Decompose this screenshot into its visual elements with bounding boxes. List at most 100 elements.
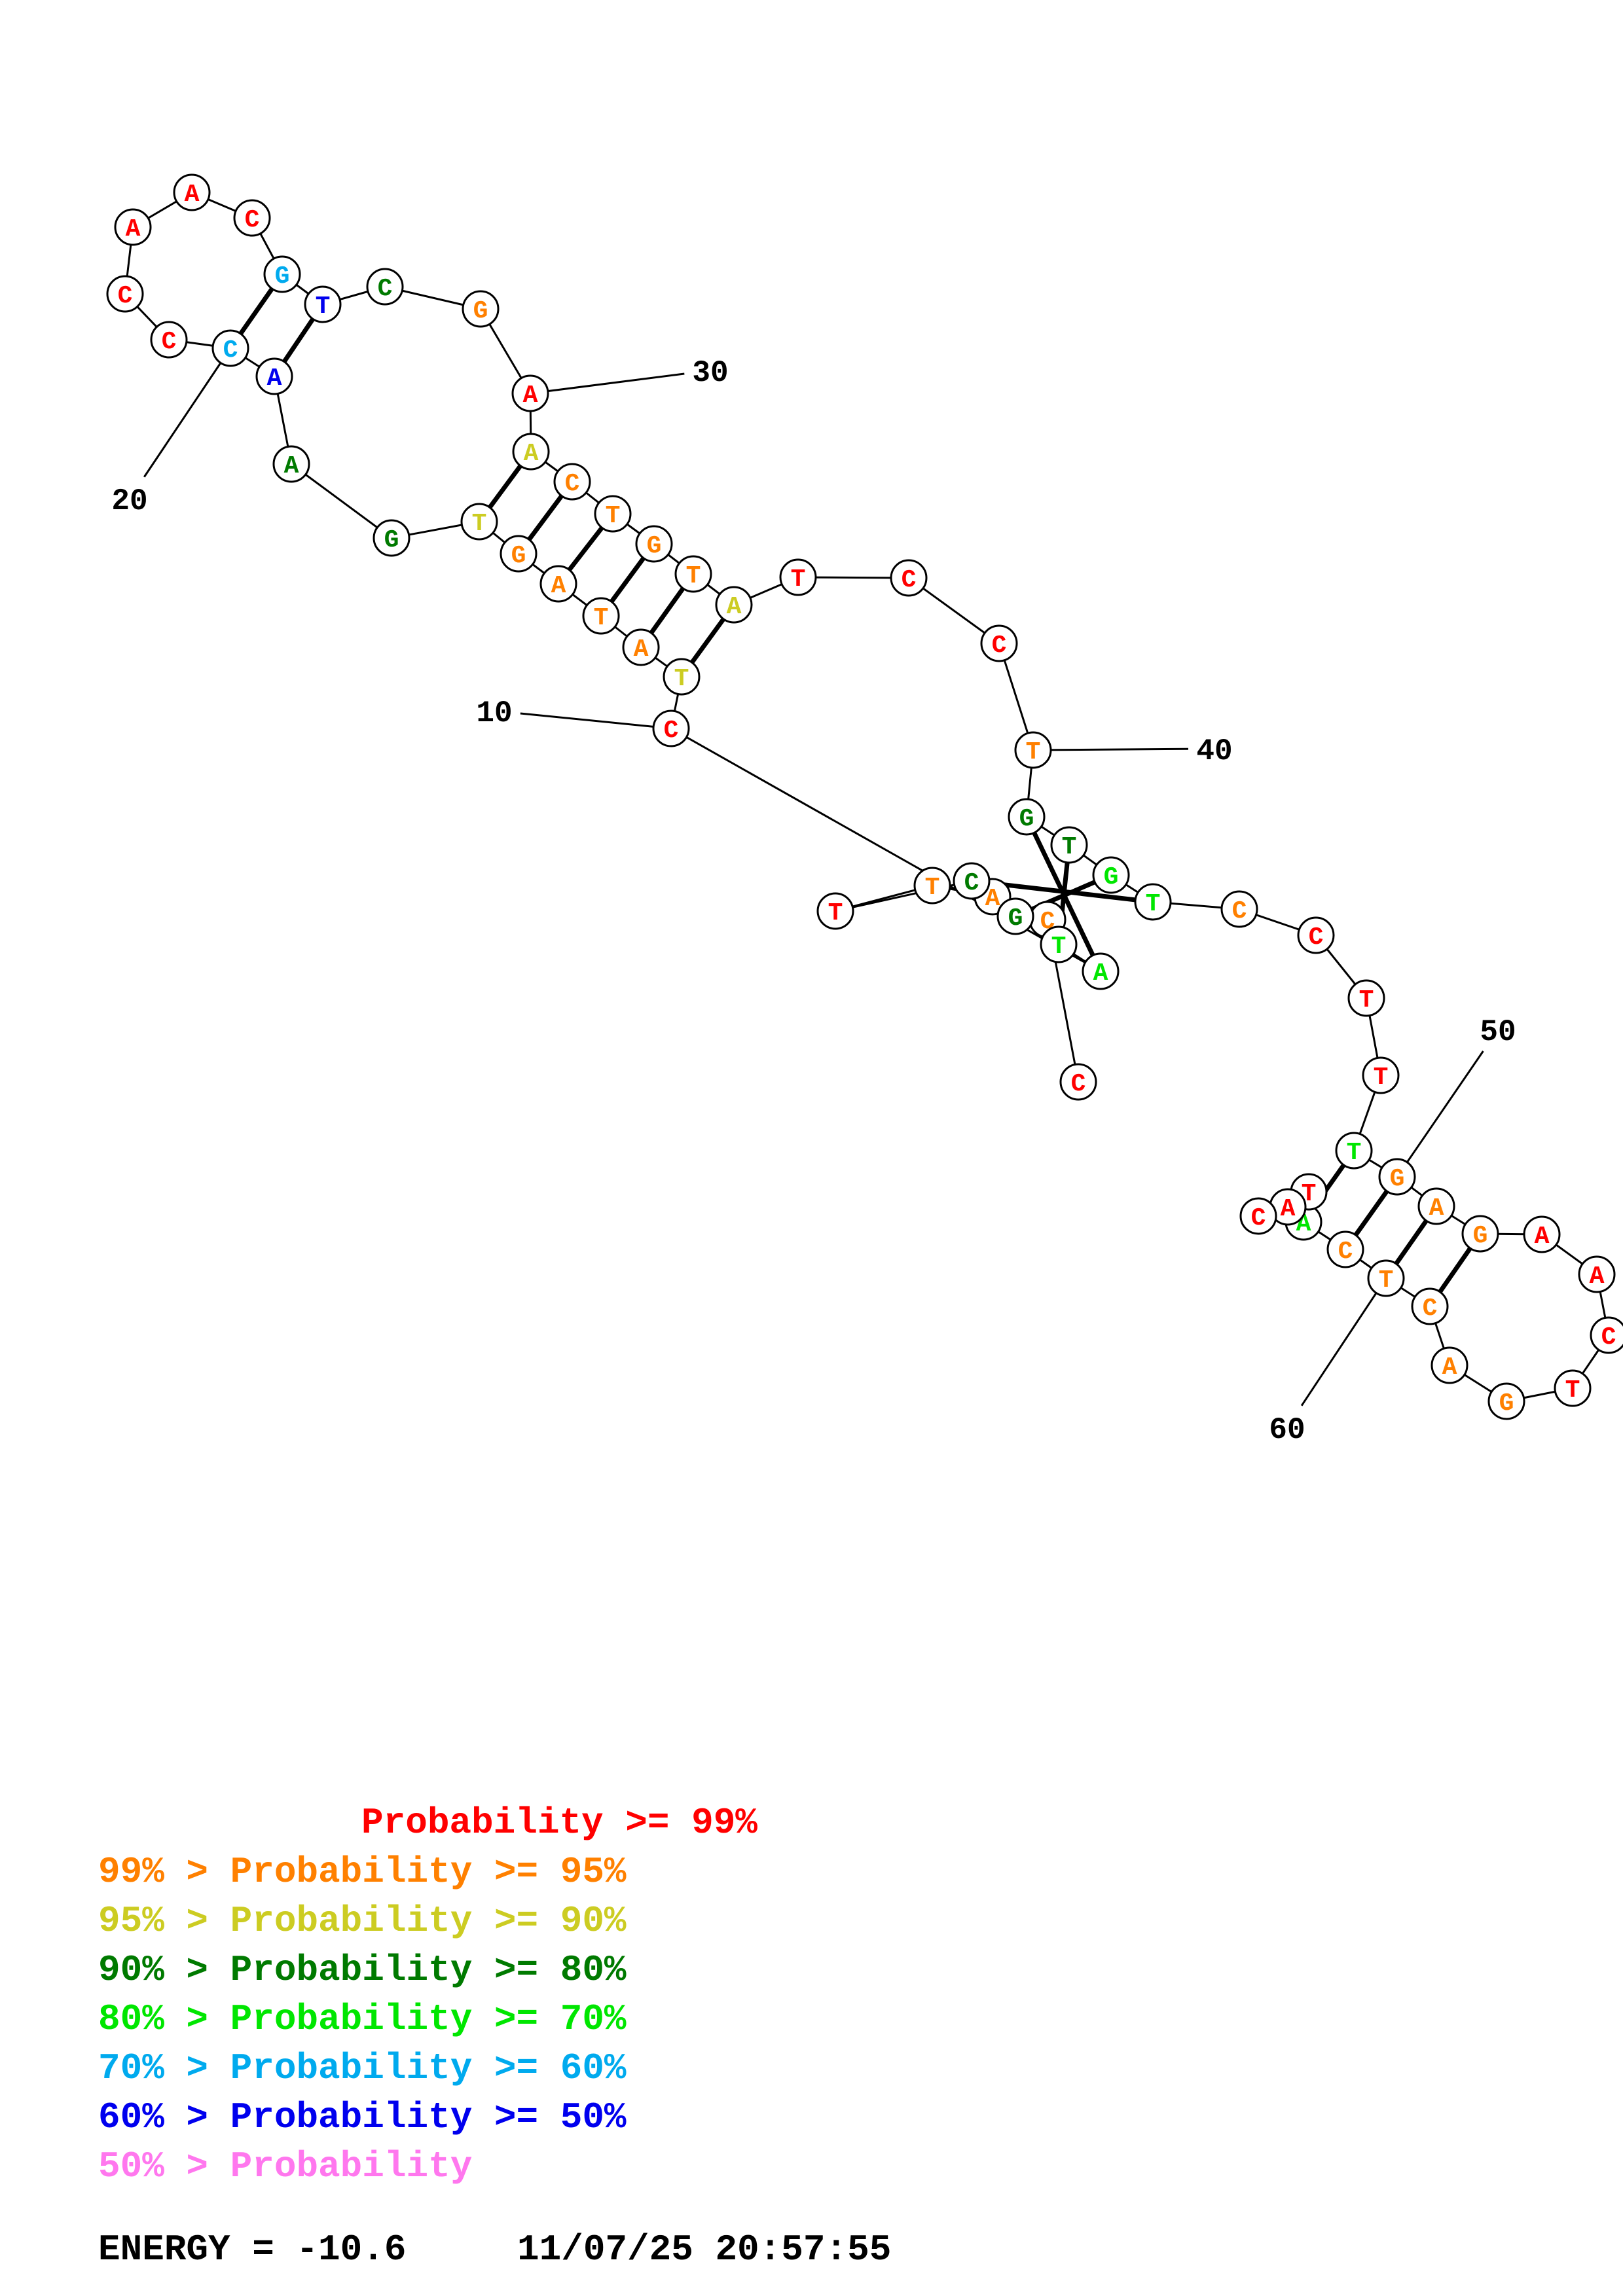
- nucleotide: G: [1487, 1382, 1525, 1420]
- footer: ENERGY = -10.6 11/07/25 20:57:55: [98, 2229, 891, 2270]
- position-label: 40: [1196, 734, 1232, 768]
- legend-entry: 99% > Probability >= 95%: [98, 1851, 627, 1893]
- nucleotide-letter: T: [828, 899, 843, 927]
- nucleotide-letter: T: [316, 293, 331, 321]
- nucleotide: C: [233, 199, 271, 237]
- nucleotide-circle: [779, 558, 817, 596]
- nucleotide-circle: [622, 628, 660, 666]
- nucleotide: A: [512, 433, 550, 471]
- nucleotide-circle: [1554, 1369, 1592, 1407]
- nucleotide: C: [1326, 1230, 1364, 1268]
- nucleotide: T: [663, 658, 701, 696]
- nucleotide-letter: C: [964, 869, 979, 897]
- nucleotide-letter: T: [1026, 738, 1041, 766]
- nucleotide: T: [816, 892, 854, 930]
- legend-entry: 60% > Probability >= 50%: [98, 2096, 627, 2138]
- nucleotide: A: [1269, 1188, 1307, 1226]
- nucleotide-circle: [462, 290, 500, 328]
- nucleotide-circle: [1134, 883, 1172, 921]
- nucleotide-circle: [953, 862, 991, 900]
- nucleotide: C: [1297, 916, 1335, 954]
- backbone-segment: [835, 880, 972, 912]
- nucleotide-letter: A: [185, 181, 200, 209]
- position-tick: [1300, 1278, 1387, 1407]
- nucleotide: T: [582, 597, 620, 635]
- nucleotide-circle: [816, 892, 854, 930]
- nucleotide-circle: [106, 275, 144, 313]
- nucleotide-letter: T: [1374, 1064, 1389, 1092]
- nucleotide-letter: A: [523, 382, 538, 410]
- nucleotide-circle: [1378, 1158, 1416, 1196]
- legend-entry: Probability >= 99%: [361, 1802, 757, 1844]
- nucleotide: C: [890, 559, 928, 597]
- nucleotide-letter: C: [1338, 1238, 1353, 1266]
- nucleotide-letter: G: [384, 526, 399, 554]
- nucleotide: C: [211, 329, 249, 367]
- nucleotide: T: [1335, 1132, 1373, 1170]
- nucleotide: T: [1050, 826, 1088, 864]
- nucleotide-letter: C: [1309, 924, 1324, 952]
- nucleotide-circle: [1417, 1187, 1455, 1225]
- nucleotide-letter: T: [606, 502, 621, 530]
- backbone: [124, 191, 1610, 1403]
- nucleotide-circle: [255, 357, 293, 395]
- nucleotide-circle: [1014, 731, 1052, 769]
- nucleotide-circle: [1220, 890, 1258, 928]
- nucleotide: G: [500, 535, 538, 573]
- nucleotide-letter: A: [1590, 1263, 1605, 1291]
- nucleotide-circle: [1092, 856, 1130, 894]
- nucleotide-circle: [996, 897, 1034, 935]
- nucleotide-circle: [500, 535, 538, 573]
- nucleotide-letter: C: [118, 282, 133, 310]
- nucleotide: G: [373, 519, 410, 557]
- nucleotide-circle: [1297, 916, 1335, 954]
- position-label: 30: [692, 356, 728, 390]
- nucleotide-letter: A: [524, 440, 539, 468]
- nucleotide-letter: T: [1565, 1376, 1580, 1405]
- nucleotide: G: [263, 255, 301, 293]
- nucleotide-letter: G: [1390, 1165, 1405, 1193]
- position-label: 20: [111, 484, 147, 518]
- nucleotide-letter: A: [551, 572, 566, 600]
- nucleotide-letter: A: [1535, 1223, 1550, 1251]
- nucleotide-letter: C: [992, 632, 1007, 660]
- nucleotide-letter: C: [664, 717, 679, 745]
- nucleotide-letter: C: [245, 206, 260, 234]
- nucleotide: A: [255, 357, 293, 395]
- nucleotide-circle: [1008, 798, 1046, 836]
- nucleotide: C: [150, 321, 188, 359]
- nucleotide-circle: [150, 321, 188, 359]
- nucleotide-letter: G: [647, 532, 662, 560]
- nucleotide-letter: A: [1429, 1194, 1444, 1223]
- nucleotide: T: [1040, 925, 1078, 963]
- nucleotide-letter: G: [1008, 905, 1023, 933]
- nucleotide-circle: [366, 268, 404, 306]
- nucleotide: C: [980, 624, 1018, 662]
- nucleotide-circle: [582, 597, 620, 635]
- nucleotide-letter: A: [267, 365, 282, 393]
- nucleotide-letter: T: [686, 562, 701, 590]
- nucleotide: C: [1590, 1316, 1623, 1354]
- position-label: 60: [1269, 1413, 1305, 1447]
- nucleotide: T: [1362, 1056, 1400, 1094]
- nucleotide-circle: [1362, 1056, 1400, 1094]
- nucleotide-letter: G: [473, 297, 488, 325]
- nucleotide: C: [1239, 1197, 1277, 1235]
- nucleotide: C: [1220, 890, 1258, 928]
- nucleotide: T: [1367, 1259, 1405, 1297]
- base-pair-bonds: [228, 272, 1482, 1308]
- nucleotide-letter: A: [727, 593, 742, 621]
- legend-entry: 95% > Probability >= 90%: [98, 1900, 627, 1942]
- nucleotide-letter: T: [1051, 933, 1067, 961]
- nucleotide-letter: A: [985, 885, 1000, 913]
- position-label: 10: [476, 696, 512, 730]
- legend-entry: 90% > Probability >= 80%: [98, 1949, 627, 1991]
- nucleotide-circle: [272, 445, 310, 483]
- nucleotide-circle: [674, 555, 712, 593]
- nucleotide: G: [1461, 1215, 1499, 1253]
- nucleotide-letter: A: [1093, 960, 1108, 988]
- nucleotide-circle: [1040, 925, 1078, 963]
- nucleotide-letter: G: [1019, 805, 1034, 833]
- nucleotide-circle: [1335, 1132, 1373, 1170]
